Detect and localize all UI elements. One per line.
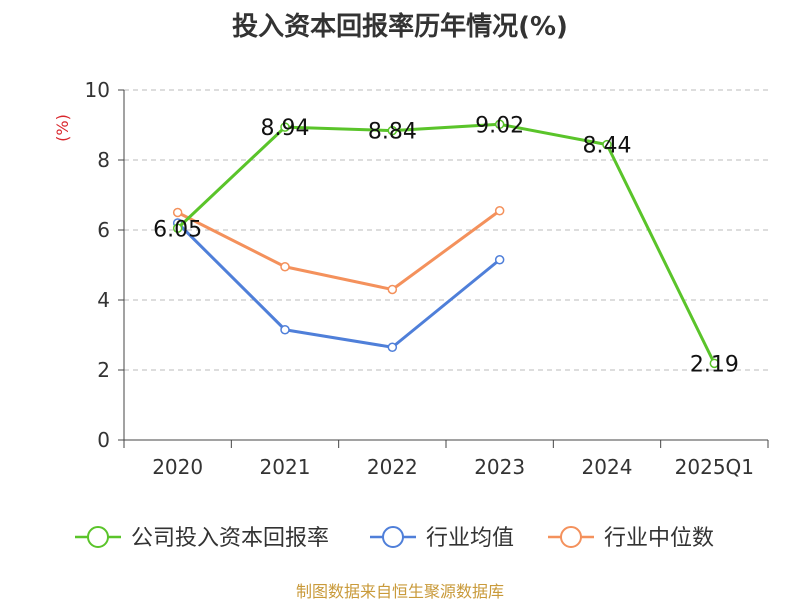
data-label: 8.94 — [261, 116, 310, 141]
x-tick-label: 2023 — [474, 455, 525, 479]
y-tick-label: 4 — [97, 288, 110, 312]
legend-marker — [87, 526, 109, 548]
y-axis-label: (%) — [53, 114, 72, 142]
legend-marker — [382, 526, 404, 548]
series-layer — [172, 119, 720, 369]
x-tick-label: 2022 — [367, 455, 418, 479]
source-note: 制图数据来自恒生聚源数据库 — [295, 582, 504, 601]
legend-label: 行业均值 — [426, 526, 514, 551]
y-tick-label: 8 — [97, 148, 110, 172]
axis-layer: 0 2 4 6 8 10 (%) 2020 2021 2022 2023 2024 2025Q1 — [53, 78, 769, 479]
data-label-layer: 6.05 8.94 8.84 9.02 8.44 2.19 — [153, 113, 739, 377]
data-point — [280, 122, 290, 132]
legend-marker — [560, 526, 582, 548]
data-point — [602, 139, 612, 150]
data-label: 6.05 — [153, 217, 202, 242]
data-label: 2.19 — [690, 352, 739, 377]
data-point — [494, 206, 505, 216]
chart-title: 投入资本回报率历年情况(%) — [232, 12, 568, 42]
data-point — [494, 255, 505, 265]
data-point — [280, 325, 290, 335]
data-point — [172, 207, 183, 218]
series-line — [176, 122, 716, 365]
x-tick-label: 2025Q1 — [675, 455, 754, 479]
data-point — [172, 223, 183, 233]
y-tick-label: 2 — [97, 358, 110, 382]
data-point — [387, 284, 398, 295]
legend: 公司投入资本回报率 行业均值 行业中位数 — [75, 526, 714, 551]
series-line — [176, 209, 501, 291]
data-point — [280, 262, 290, 272]
legend-label: 公司投入资本回报率 — [131, 526, 329, 551]
data-point — [387, 342, 398, 352]
y-tick-label: 0 — [97, 428, 110, 452]
grid-layer — [124, 89, 768, 371]
data-label: 8.44 — [583, 134, 632, 159]
x-tick-label: 2021 — [260, 455, 311, 479]
data-label: 9.02 — [475, 113, 524, 138]
series-line — [176, 221, 501, 349]
data-point — [387, 125, 398, 136]
x-tick-label: 2020 — [152, 455, 203, 479]
legend-label: 行业中位数 — [604, 526, 714, 551]
y-tick-label: 10 — [85, 78, 110, 102]
data-point — [709, 358, 720, 369]
data-label: 8.84 — [368, 120, 417, 145]
x-tick-label: 2024 — [582, 455, 633, 479]
y-tick-label: 6 — [97, 218, 110, 242]
data-point — [494, 119, 505, 130]
